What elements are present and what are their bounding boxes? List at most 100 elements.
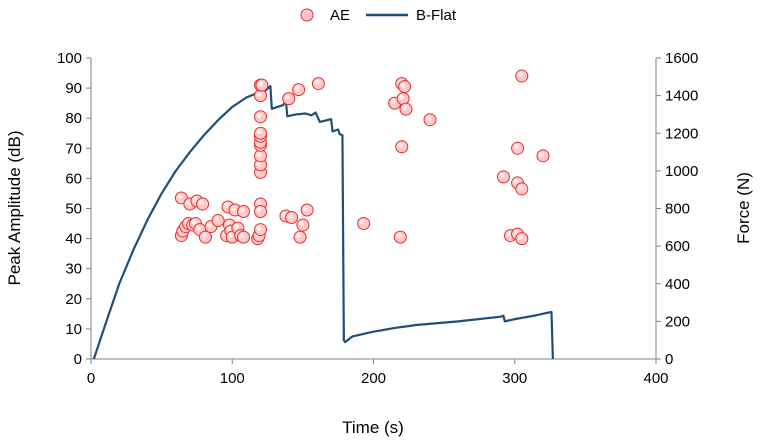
ae-point-highlight	[513, 144, 519, 150]
ae-point-highlight	[233, 224, 239, 230]
x-tick-label: 200	[361, 370, 386, 387]
y-left-ticks: 0 10 20 30 40 50 60 70 80 90 100	[57, 50, 91, 368]
ae-point-highlight	[177, 193, 183, 199]
y-right-tick-label: 1400	[665, 88, 698, 105]
x-tick-label: 100	[220, 370, 245, 387]
ae-point-highlight	[256, 199, 262, 205]
ae-point	[282, 92, 296, 106]
x-ticks: 0 100 200 300 400	[87, 359, 669, 387]
ae-point-highlight	[185, 199, 191, 205]
ae-point-highlight	[513, 178, 519, 184]
y-right-tick-label: 400	[665, 276, 690, 293]
ae-point-highlight	[207, 222, 213, 228]
ae-point-highlight	[192, 196, 198, 202]
y-left-tick-label: 40	[65, 231, 82, 248]
ae-point-highlight	[517, 72, 523, 78]
ae-point-highlight	[257, 81, 263, 87]
ae-point-highlight	[228, 233, 234, 239]
legend-bflat-label: B-Flat	[416, 7, 457, 24]
y-right-tick-label: 200	[665, 313, 690, 330]
ae-point	[296, 218, 310, 232]
legend: AE B-Flat	[300, 7, 457, 24]
ae-point-highlight	[198, 199, 204, 205]
ae-point-highlight	[401, 105, 407, 111]
ae-series	[174, 69, 550, 246]
y-right-tick-label: 1000	[665, 163, 698, 180]
ae-point	[237, 230, 251, 244]
ae-point	[515, 182, 529, 196]
ae-point-highlight	[195, 225, 201, 231]
ae-point	[198, 230, 212, 244]
ae-point-highlight	[397, 142, 403, 148]
y-left-axis-title: Peak Amplitude (dB)	[5, 131, 24, 286]
ae-point	[285, 211, 299, 225]
ae-point	[398, 80, 412, 94]
y-right-tick-label: 600	[665, 238, 690, 255]
ae-point-highlight	[256, 151, 262, 157]
ae-point-highlight	[539, 151, 544, 157]
ae-point	[300, 203, 314, 217]
ae-point-highlight	[284, 94, 290, 100]
y-left-tick-label: 90	[65, 80, 82, 97]
ae-point	[254, 110, 267, 124]
ae-point	[196, 197, 210, 211]
ae-point-highlight	[517, 184, 523, 190]
ae-point	[395, 140, 409, 154]
ae-point	[237, 205, 251, 219]
y-left-tick-label: 10	[65, 321, 82, 338]
ae-point-highlight	[231, 206, 237, 212]
ae-point-highlight	[499, 172, 505, 178]
y-left-tick-label: 30	[65, 261, 82, 278]
ae-point-highlight	[298, 221, 304, 227]
ae-point	[311, 77, 325, 91]
ae-point-highlight	[256, 207, 262, 213]
ae-point	[293, 230, 307, 244]
y-right-tick-label: 1600	[665, 50, 698, 67]
y-right-ticks: 0 200 400 600 800 1000 1200 1400 1600	[656, 50, 698, 368]
ae-point-highlight	[191, 219, 197, 225]
x-axis-title: Time (s)	[342, 418, 404, 437]
legend-ae-marker	[300, 8, 314, 22]
x-tick-label: 300	[502, 370, 527, 387]
y-left-tick-label: 100	[57, 50, 82, 67]
ae-point	[254, 223, 267, 237]
y-right-axis-title: Force (N)	[734, 172, 753, 244]
ae-point-highlight	[214, 216, 220, 222]
ae-point-highlight	[224, 202, 230, 208]
ae-point-highlight	[399, 94, 405, 100]
ae-point-highlight	[294, 85, 300, 91]
ae-point	[255, 78, 269, 92]
y-left-tick-label: 60	[65, 170, 82, 187]
ae-point	[515, 69, 529, 83]
ae-point-highlight	[239, 207, 245, 213]
y-left-tick-label: 20	[65, 291, 82, 308]
ae-point	[515, 232, 529, 246]
ae-point-highlight	[256, 112, 262, 118]
ae-point-highlight	[390, 99, 396, 105]
ae-point-highlight	[400, 82, 406, 88]
y-right-tick-label: 800	[665, 201, 690, 218]
ae-point-highlight	[517, 234, 523, 240]
y-left-tick-label: 0	[74, 351, 82, 368]
ae-point	[511, 141, 525, 155]
ae-point	[211, 214, 225, 228]
ae-point	[423, 113, 437, 127]
bflat-series	[92, 85, 554, 360]
ae-point-highlight	[239, 233, 245, 239]
ae-point-highlight	[513, 230, 519, 236]
y-right-tick-label: 0	[665, 351, 673, 368]
ae-point-highlight	[359, 219, 365, 225]
ae-point-highlight	[303, 206, 309, 212]
y-left-tick-label: 80	[65, 110, 82, 127]
plot-area: 0 100 200 300 400 0 10 20 30 40 50 60 70 80 90 100 0 20…	[57, 50, 698, 387]
legend-ae-label: AE	[330, 7, 350, 24]
ae-point-highlight	[287, 213, 293, 219]
ae-point-highlight	[296, 233, 302, 239]
ae-point	[393, 230, 407, 244]
x-tick-label: 0	[87, 370, 95, 387]
ae-point-highlight	[396, 233, 402, 239]
ae-point-highlight	[506, 231, 512, 237]
ae-point	[536, 149, 550, 163]
ae-point-highlight	[201, 233, 207, 239]
